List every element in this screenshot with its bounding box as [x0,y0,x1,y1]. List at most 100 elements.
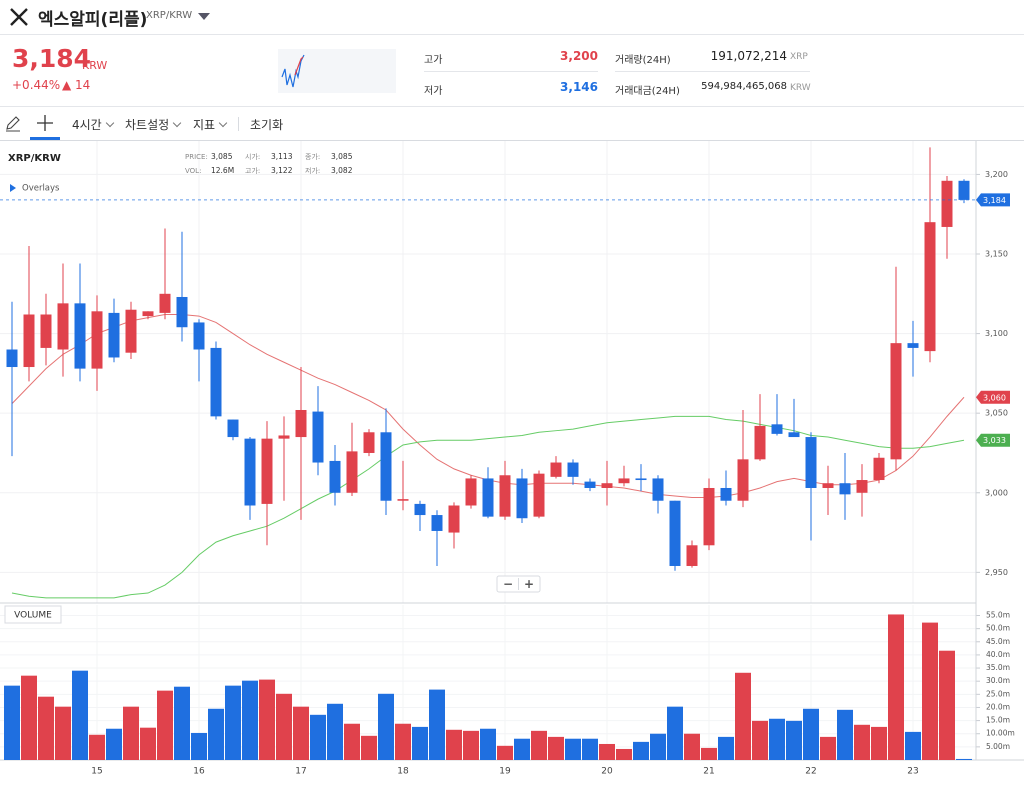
volume-bar [225,685,241,760]
y-tick-label: 3,200 [985,170,1008,179]
toolbar-separator [238,117,239,131]
volume-bar [939,650,955,760]
candle-body [244,438,256,506]
candle-body [839,483,851,495]
candle-body [159,293,171,313]
volume-bar [21,675,37,760]
volume-bar [820,736,836,760]
info-value: 12.6M [211,166,234,175]
candle-body [380,432,392,501]
x-tick-label: 16 [193,767,205,777]
mini-chart-line [281,54,305,88]
market-dropdown[interactable] [198,12,210,21]
volume-bar [650,733,666,760]
draw-tool[interactable] [4,114,22,132]
volume-bar [310,714,326,760]
candle-body [618,478,630,484]
volume-24h-unit: XRP [790,52,808,62]
volume-bar [259,679,275,760]
candle-body [6,349,18,368]
candle-body [40,314,52,348]
candle-body [227,419,239,438]
interval-select[interactable]: 4시간 [72,116,113,133]
volume-bar [327,703,343,760]
volume-bar [174,686,190,760]
info-value: 3,082 [331,166,353,175]
info-value: 3,085 [211,152,233,161]
info-value: 3,122 [271,166,293,175]
price-tag [976,433,1010,447]
volume-bar [106,728,122,760]
volume-bar [786,720,802,760]
volume-bar [123,706,139,760]
volume-bar [871,726,887,760]
mini-chart-line-up [294,56,304,76]
volume-bar [582,738,598,760]
volume-bar [922,622,938,760]
ticker-bar: 3,184 KRW +0.44% ▲ 14 고가 3,200 저가 3,146 … [0,35,1024,107]
x-tick-label: 19 [499,767,511,777]
pencil-icon[interactable] [6,116,20,132]
volume-bar [395,723,411,760]
volume-bar [191,732,207,760]
y-tick-label: 10.00m [986,729,1015,738]
chart-symbol: XRP/KRW [8,153,61,164]
candle-body [771,424,783,434]
y-tick-label: 3,150 [985,250,1008,259]
candle-body [533,473,545,517]
candle-body [329,460,341,493]
candle-body [91,311,103,369]
volume-bar [888,614,904,760]
volume-bar [412,726,428,760]
overlays-toggle-icon[interactable] [10,184,16,192]
x-tick-label: 23 [907,767,918,777]
candle-body [635,478,647,481]
candle-body [737,459,749,501]
low-value: 3,146 [560,80,598,94]
x-tick-label: 15 [91,767,102,777]
volume-bar [837,709,853,760]
candle-body [550,462,562,477]
xrp-logo [10,8,28,26]
candle-body [567,462,579,477]
y-tick-label: 30.0m [986,676,1010,685]
candle-body [686,545,698,566]
volume-bar [701,747,717,760]
volume-bar [446,729,462,760]
volume-bar [497,745,513,760]
zoom-in-button[interactable]: + [524,577,534,591]
coin-name: 엑스알피(리플) [38,10,148,30]
candle-body [873,457,885,481]
candle-body [720,487,732,501]
current-price: 3,184 [12,44,92,73]
volume-bar [514,738,530,760]
volume-24h-value: 191,072,214 [710,49,787,63]
candle-body [414,503,426,516]
active-indicator [30,137,60,140]
crosshair-tool[interactable] [30,109,60,140]
zoom-out-button[interactable]: − [503,577,513,591]
volume-bar [208,708,224,760]
plus-icon[interactable] [37,115,53,131]
price-tag [976,390,1010,404]
reset[interactable]: 초기화 [250,118,284,132]
y-tick-label: 3,000 [985,488,1008,497]
overlays-toggle[interactable]: Overlays [22,184,60,194]
candle-body [363,432,375,453]
volume-24h-label: 거래량(24H) [615,55,671,66]
x-tick-label: 21 [703,767,714,777]
volume-bar [4,685,20,760]
volume-bar [140,727,156,760]
volume-bar [89,734,105,760]
volume-bar [616,748,632,760]
dropdown-arrow[interactable] [198,13,210,20]
candle-body [397,499,409,501]
candle-body [669,500,681,566]
chart-settings[interactable]: 차트설정 [125,116,180,133]
y-tick-label: 40.0m [986,650,1010,659]
volume-bar [633,741,649,760]
indicators[interactable]: 지표 [193,116,226,133]
candle-body [754,425,766,460]
volume-bar [905,731,921,760]
